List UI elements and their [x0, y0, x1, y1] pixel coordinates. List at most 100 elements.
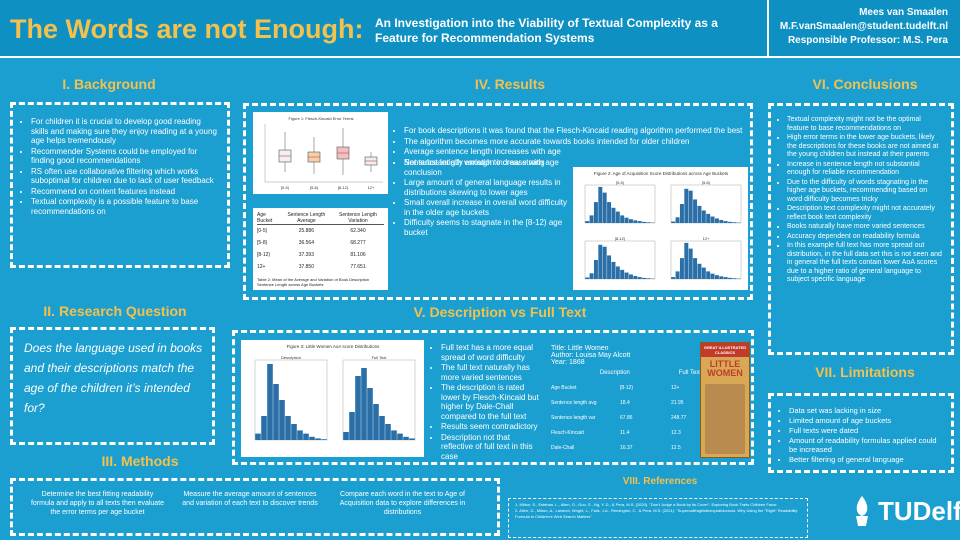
author-email[interactable]: M.F.vanSmaalen@student.tudelft.nl	[779, 21, 948, 32]
histogram-bar	[714, 275, 719, 279]
histogram-bar	[671, 221, 676, 223]
book-title: Title: Little Women	[551, 345, 609, 352]
research-question: Does the language used in books and thei…	[24, 341, 203, 415]
histogram-bar	[409, 438, 415, 440]
method-1: Determine the best fitting readability f…	[30, 491, 165, 516]
info-cell: 18.4	[620, 400, 630, 406]
conclusions-item: Increase in sentence length not substant…	[787, 161, 943, 178]
histogram-bar	[719, 276, 724, 279]
conclusions-item: In this example full text has more sprea…	[787, 242, 943, 285]
histogram-panel: [0-5)	[584, 180, 656, 224]
histogram-bar	[607, 255, 612, 279]
info-cell: [8-12)	[620, 385, 634, 391]
histogram-bar	[628, 219, 633, 223]
histogram-bar	[589, 273, 594, 279]
results-item: Not substantially enough to draw strong …	[404, 158, 569, 177]
research-title: II. Research Question	[43, 303, 187, 319]
histogram-bar	[710, 273, 715, 279]
conclusions-list: Textual complexity might not be the opti…	[777, 116, 943, 285]
histogram-bar	[637, 277, 642, 279]
author-name: Mees van Smaalen	[859, 7, 948, 18]
limitations-item: Limited amount of age buckets	[789, 416, 943, 425]
histogram-bar	[391, 430, 397, 440]
results-box	[243, 103, 753, 300]
histogram-label: 12+	[703, 236, 710, 241]
histogram-bar	[697, 263, 702, 279]
results-item: For book descriptions it was found that …	[404, 126, 746, 136]
info-cell: 67.86	[620, 415, 633, 421]
figure-3: Figure 3: Little Women AoA score Distrib…	[241, 340, 424, 457]
histogram-bar	[397, 433, 403, 440]
table-cell: 81.106	[350, 252, 366, 258]
histogram-bar	[349, 412, 355, 440]
table-cell: 62.340	[350, 228, 366, 234]
histogram-bar	[255, 433, 261, 440]
histogram-bar	[646, 278, 651, 279]
histogram-bar	[355, 376, 361, 440]
histogram-bar	[697, 205, 702, 223]
histogram-bar	[261, 416, 267, 440]
conclusions-box: Textual complexity might not be the opti…	[768, 103, 954, 355]
limitations-list: Data set was lacking in sizeLimited amou…	[779, 406, 943, 464]
histogram-bar	[620, 269, 625, 279]
reference-1[interactable]: 1. Milton, S., Esteban, L., Allen, G., G…	[515, 502, 778, 507]
histogram-panel: Full Text	[342, 355, 416, 441]
boxplot-5-8	[307, 137, 321, 174]
book-stats-table: Description Full Text Age Bucket [8-12) 12+ S…	[551, 370, 701, 451]
description-item: Results seem contradictory	[441, 422, 543, 432]
info-header-row: Description Full Text	[599, 370, 701, 376]
limitations-item: Amount of readability formulas applied c…	[789, 436, 943, 454]
histogram-bar	[602, 246, 607, 279]
figure-1-title: Figure 1: Flesch-Kincaid Error Terms	[288, 116, 353, 121]
method-3: Compare each word in the text to Age of …	[339, 491, 466, 516]
table-cell: 37.850	[298, 264, 314, 270]
histogram-panel: 12+	[670, 236, 742, 280]
histogram-bar	[303, 433, 309, 440]
reference-2[interactable]: 2. Allen, G., Milton, A., Landoni, Wrigh…	[515, 508, 798, 519]
table-cell: 36.564	[298, 240, 314, 246]
info-cell: 11.4	[620, 430, 630, 436]
info-cell: 248.77	[671, 415, 687, 421]
conclusions-item: Textual complexity might not be the opti…	[787, 116, 943, 133]
histogram-bar	[279, 400, 285, 440]
table-cell: 68.277	[350, 240, 366, 246]
info-cell: Sentence length avg	[551, 400, 597, 406]
tudelft-logo-text: TUDelft	[878, 496, 960, 526]
histogram-bar	[291, 424, 297, 440]
histogram-bar	[598, 244, 603, 279]
histogram-bar	[607, 202, 612, 223]
x-tick-5-8: [5-8)	[310, 185, 319, 190]
table-header-age: Age Bucket	[257, 212, 273, 224]
results-item: Small overall increase in overall word d…	[404, 198, 569, 217]
boxplot-0-5	[278, 132, 292, 172]
info-cell: 12.3	[671, 430, 681, 436]
histogram-bar	[706, 213, 711, 223]
background-item: Recommend on content features instead	[31, 187, 217, 197]
histogram-bar	[615, 266, 620, 279]
histogram-bar	[688, 248, 693, 279]
histogram-bar	[585, 221, 590, 223]
info-row: Dale-Chall 16.37 12.5	[551, 445, 701, 451]
histogram-bar	[602, 192, 607, 223]
results-list-wrap: For book descriptions it was found that …	[394, 126, 746, 168]
histogram-bar	[615, 211, 620, 223]
histogram-bar	[723, 221, 728, 223]
histogram-bar	[728, 221, 733, 223]
histogram-bar	[611, 261, 616, 279]
table-cell: 37.393	[298, 252, 314, 258]
professor: Responsible Professor: M.S. Pera	[787, 35, 948, 46]
cover-title: LITTLE WOMEN	[707, 359, 743, 378]
histogram-bar	[611, 207, 616, 223]
book-year: Year: 1868	[551, 359, 585, 366]
figure-2-title: Figure 2: Age of Acquisition Score Distr…	[594, 171, 729, 176]
histogram-bar	[403, 436, 409, 440]
figure-3-title: Figure 3: Little Women AoA score Distrib…	[287, 344, 380, 349]
poster-title: The Words are not Enough:	[10, 14, 364, 44]
results-item: Large amount of general language results…	[404, 178, 569, 197]
table-row: [8-12) 37.393 81.106	[257, 249, 384, 261]
research-box	[10, 327, 215, 445]
histogram-bar	[688, 190, 693, 223]
table-cell: [0-5)	[257, 228, 268, 234]
histogram-bar	[624, 217, 629, 223]
table-header-var: Sentence Length Variation	[339, 212, 377, 224]
